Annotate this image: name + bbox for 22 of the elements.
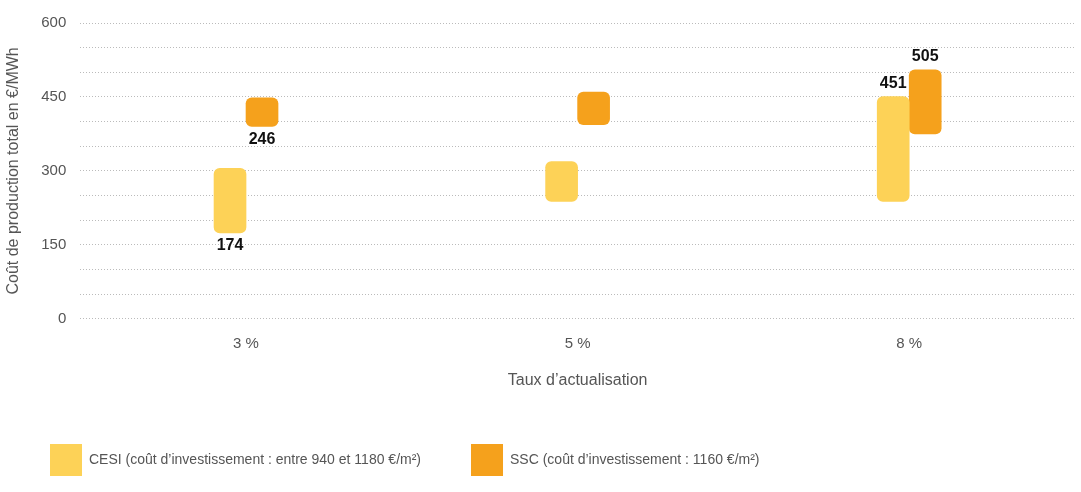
legend-label: SSC (coût d’investissement : 1160 €/m²): [510, 450, 760, 467]
annotation: 246: [248, 129, 276, 147]
x-tick-label: 3 %: [233, 333, 259, 351]
bar: [245, 97, 279, 127]
y-tick-label: 300: [41, 161, 67, 179]
y-tick-label: 600: [41, 13, 67, 31]
bar: [545, 161, 578, 202]
y-tick-label: 150: [41, 234, 67, 252]
bar: [577, 91, 610, 125]
x-axis-title: Taux d’actualisation: [507, 370, 648, 388]
x-tick-label: 5 %: [564, 333, 591, 351]
y-tick-label: 0: [57, 308, 67, 326]
annotation: 451: [879, 73, 907, 91]
y-axis-title: Coût de production total en €/MWh: [4, 47, 22, 295]
annotation: 174: [216, 236, 244, 254]
bar: [213, 168, 247, 234]
bar: [876, 96, 910, 202]
y-tick-label: 450: [41, 87, 67, 105]
annotation: 505: [911, 47, 939, 65]
bar: [908, 69, 942, 135]
legend-label: CESI (coût d’investissement : entre 940 et 1180 €/m²): [89, 450, 422, 467]
x-tick-label: 8 %: [896, 333, 923, 351]
